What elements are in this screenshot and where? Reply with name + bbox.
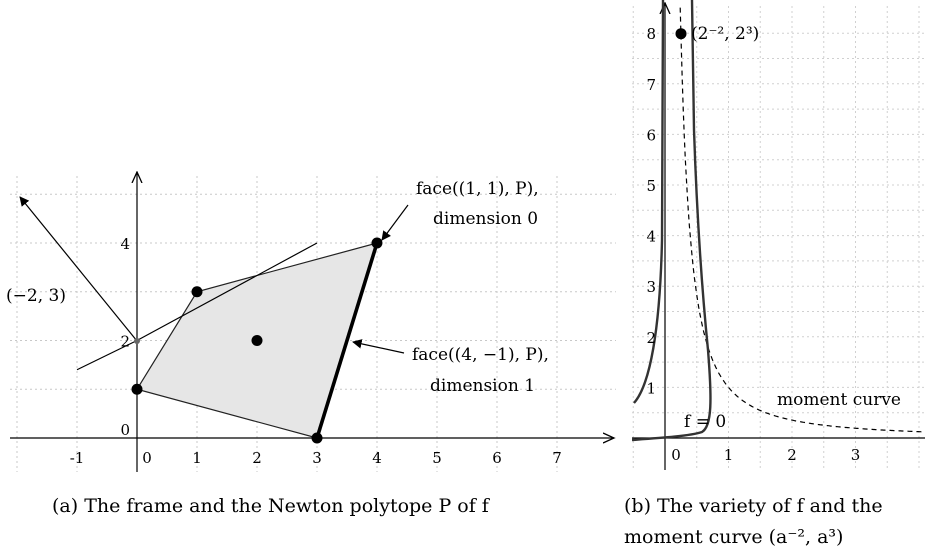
frame-line-short	[76, 339, 138, 371]
x-tick-label: 3	[312, 449, 322, 467]
x-tick-label: 1	[192, 449, 202, 467]
x-tick-label: 5	[432, 449, 442, 467]
y-tick-label: 3	[646, 278, 656, 296]
x-tick-label: 3	[851, 446, 861, 464]
frame-intersection-dot	[134, 338, 140, 344]
highlight-point-label: (2⁻², 2³)	[691, 24, 759, 44]
x-tick-label: -1	[70, 449, 85, 467]
y-tick-label: 4	[120, 235, 130, 253]
vertex-face-label-line2: dimension 0	[433, 209, 538, 229]
y-tick-label: 7	[646, 76, 656, 94]
x-tick-label: 1	[724, 446, 734, 464]
normal-vector-arrow	[19, 196, 138, 342]
variety-label: f = 0	[684, 412, 726, 432]
y-tick-label: 2	[120, 333, 130, 351]
panel-a-x-ticks: -1 0 1 2 3 4 5 6 7	[70, 449, 562, 467]
y-tick-label: 1	[646, 379, 656, 397]
panel-a-points	[131, 237, 383, 444]
panel-b-caption-line2: moment curve (a⁻², a³)	[624, 526, 843, 548]
y-tick-label-zero: 0	[120, 421, 130, 439]
x-tick-label: 0	[142, 449, 152, 467]
y-tick-label: 2	[646, 329, 656, 347]
x-tick-label: 7	[552, 449, 562, 467]
x-tick-label: 6	[492, 449, 502, 467]
vertex-face-label-line1: face((1, 1), P),	[416, 179, 539, 199]
variety-branch-left	[633, 0, 665, 404]
y-tick-label: 4	[646, 228, 656, 246]
panel-b-x-ticks: 0 1 2 3	[671, 446, 860, 464]
panel-b-y-ticks: 1 2 3 4 5 6 7 8	[646, 25, 656, 397]
edge-face-arrow	[352, 339, 405, 354]
panel-b-caption-line1: (b) The variety of f and the	[624, 495, 883, 517]
panel-a-caption: (a) The frame and the Newton polytope P …	[52, 495, 491, 517]
moment-curve-label: moment curve	[777, 390, 901, 410]
lattice-point	[191, 286, 203, 298]
panel-a-grid	[10, 176, 616, 472]
panel-b-plot: 0 1 2 3 1 2 3 4 5 6 7 8 (2⁻², 2³) f = 0 moment cur…	[624, 0, 925, 548]
panel-a-y-ticks: 2 4 0	[120, 235, 130, 439]
frame-line-long	[136, 242, 318, 342]
lattice-point	[131, 383, 143, 395]
lattice-point	[311, 432, 323, 444]
highlighted-face-edge	[315, 242, 379, 439]
moment-curve	[679, 7, 925, 433]
panel-a-plot: -1 0 1 2 3 4 5 6 7 240 (−2, 3) face((1, 1), P), …	[6, 172, 616, 517]
x-tick-label: 4	[372, 449, 382, 467]
x-tick-label: 0	[671, 446, 681, 464]
edge-face-label-line1: face((4, −1), P),	[412, 345, 549, 365]
edge-face-label-line2: dimension 1	[430, 376, 535, 396]
y-tick-label: 8	[646, 25, 656, 43]
x-tick-label: 2	[787, 446, 797, 464]
normal-vector-label: (−2, 3)	[6, 286, 66, 306]
lattice-point	[251, 335, 263, 346]
lattice-point	[371, 237, 383, 249]
variety-branch-main	[632, 0, 712, 442]
y-tick-label: 6	[646, 126, 656, 144]
y-tick-label: 5	[646, 177, 656, 195]
highlight-point	[675, 28, 687, 40]
x-tick-label: 2	[252, 449, 262, 467]
vertex-face-arrow	[381, 204, 409, 241]
